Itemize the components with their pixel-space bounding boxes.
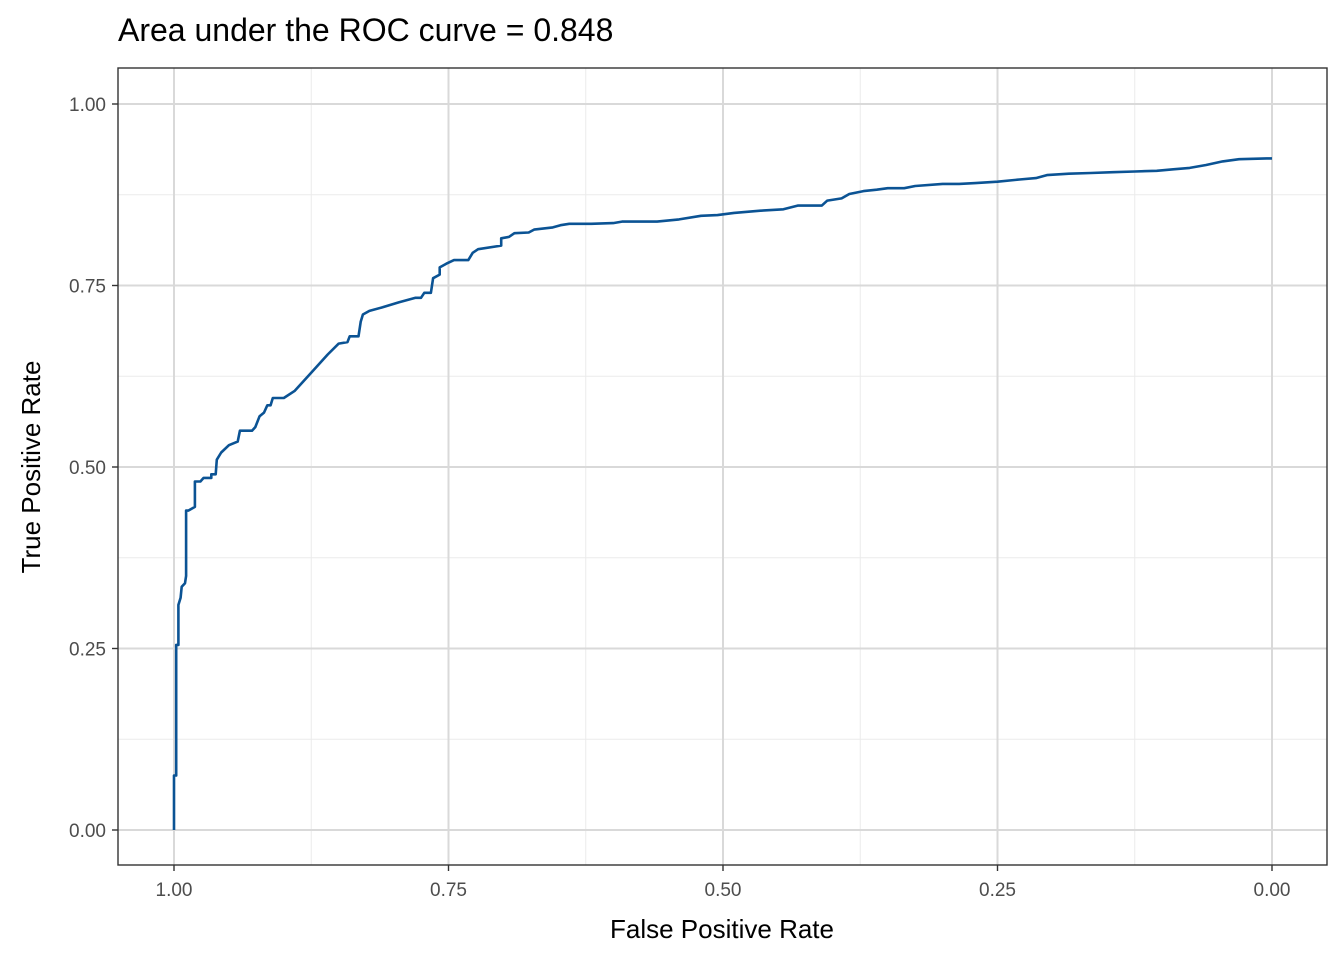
- x-tick-label: 0.00: [1254, 880, 1291, 901]
- y-axis-title: True Positive Rate: [16, 361, 46, 574]
- y-tick-label: 0.75: [69, 277, 106, 298]
- x-tick-label: 1.00: [156, 880, 193, 901]
- x-tick-label: 0.75: [430, 880, 467, 901]
- x-tick-label: 0.50: [705, 880, 742, 901]
- y-axis: 0.00 0.25 0.50 0.75 1.00: [69, 95, 118, 842]
- major-gridlines: [118, 68, 1327, 865]
- roc-curve-line: [172, 157, 1272, 830]
- y-tick-label: 0.25: [69, 640, 106, 661]
- y-tick-label: 1.00: [69, 95, 106, 116]
- x-axis-title: False Positive Rate: [610, 914, 834, 944]
- y-tick-label: 0.50: [69, 458, 106, 479]
- series-layer: [172, 157, 1272, 830]
- chart-title: Area under the ROC curve = 0.848: [118, 12, 614, 48]
- x-tick-label: 0.25: [979, 880, 1016, 901]
- y-tick-label: 0.00: [69, 821, 106, 842]
- x-axis: 1.00 0.75 0.50 0.25 0.00: [156, 865, 1291, 901]
